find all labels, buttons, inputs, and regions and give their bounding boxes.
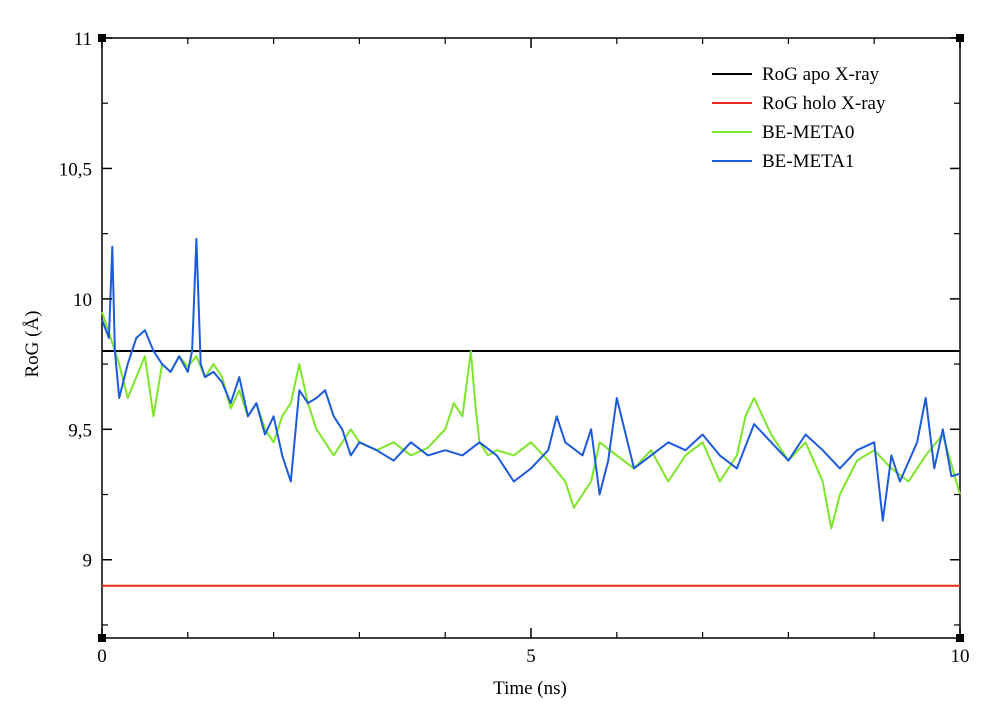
series-line-4 (101, 237, 961, 522)
x-axis-title: Time (ns) (493, 678, 567, 699)
corner-marker (98, 34, 106, 42)
y-tick-label: 10,5 (59, 159, 92, 180)
x-tick-label: 5 (526, 646, 536, 667)
y-axis-title: RoG (Å) (22, 310, 43, 377)
y-tick-label: 9,5 (68, 420, 92, 441)
legend-label: BE-META0 (762, 122, 854, 143)
corner-marker (98, 634, 106, 642)
plot-frame (101, 37, 961, 639)
x-tick-label: 10 (951, 646, 970, 667)
y-tick-label: 9 (83, 551, 93, 572)
corner-marker (956, 634, 964, 642)
legend-label: RoG holo X-ray (762, 93, 886, 114)
series-line-3 (101, 311, 961, 530)
legend-label: BE-META1 (762, 151, 854, 172)
series-layer (101, 237, 961, 587)
y-tick-label: 10 (73, 290, 92, 311)
axes-layer: 0 5 10 9 9,5 10 10,5 11 (59, 29, 970, 667)
x-tick-label: 0 (97, 646, 107, 667)
plot-area (101, 37, 961, 639)
legend: RoG apo X-ray RoG holo X-ray BE-META0 BE-ME… (712, 64, 886, 172)
corner-marker (956, 34, 964, 42)
y-tick-label: 11 (74, 29, 92, 50)
legend-label: RoG apo X-ray (762, 64, 880, 85)
